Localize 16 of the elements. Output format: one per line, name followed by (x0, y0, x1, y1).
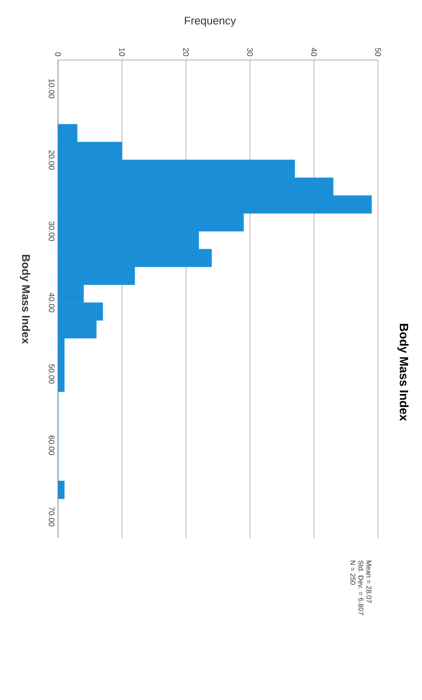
x-tick-label: 20 (183, 48, 189, 56)
x-tick-label: 10 (119, 48, 125, 56)
text: Body Mass Index (397, 324, 409, 422)
y-tick-label: 50.00 (48, 364, 54, 384)
y-tick-label: 30.00 (48, 222, 54, 241)
x-tick-label: 50 (375, 48, 381, 56)
x-tick-label: 0 (55, 52, 61, 56)
x-tick-label: 30 (247, 48, 253, 56)
x-axis-title: Frequency (184, 16, 236, 27)
y-tick-label: 60.00 (48, 436, 54, 455)
y-tick-label: 10.00 (48, 79, 54, 98)
x-tick-label: 40 (311, 48, 317, 56)
y-tick-label: 70.00 (48, 506, 54, 526)
y-tick-label: 20.00 (48, 150, 54, 170)
y-axis-title: Body Mass Index (20, 254, 30, 344)
y-tick-label: 40.00 (48, 292, 54, 312)
